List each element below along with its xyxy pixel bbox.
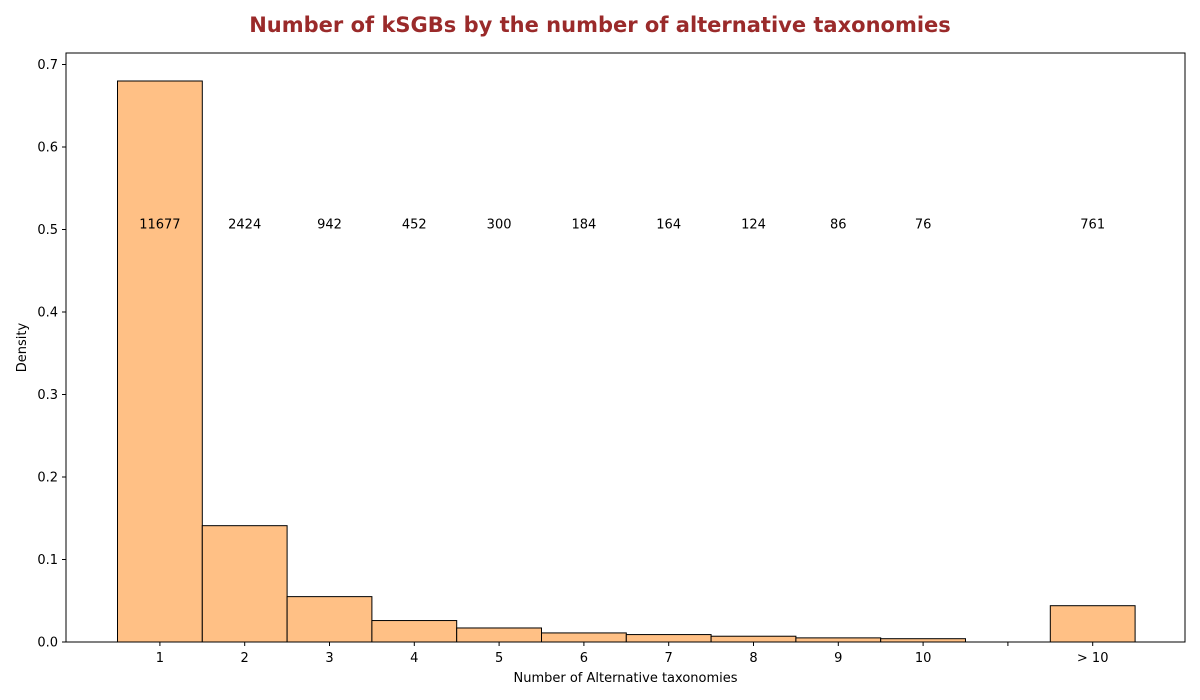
y-tick-label: 0.5 [37,223,58,238]
x-tick-label: 5 [495,651,503,666]
x-tick-label: 8 [749,651,757,666]
bar [286,596,373,643]
count-label: 452 [402,218,427,233]
count-label: 761 [1080,218,1105,233]
bar [117,80,203,643]
plot-frame [65,52,1186,643]
x-tick-label: 9 [834,651,842,666]
count-label: 11677 [139,218,180,233]
x-tick-label: 4 [410,651,418,666]
x-tick-label: 1 [156,651,164,666]
bar [541,632,627,643]
count-label: 124 [741,218,766,233]
bar [371,620,458,643]
x-tick-label: 6 [580,651,588,666]
chart-title: Number of kSGBs by the number of alterna… [249,13,951,37]
count-label: 942 [317,218,342,233]
bar [201,525,288,643]
y-tick-label: 0.3 [37,388,58,403]
x-axis-label: Number of Alternative taxonomies [513,671,737,686]
count-label: 300 [487,218,512,233]
count-label: 76 [915,218,932,233]
bar [625,634,712,643]
x-axis-ticks: 1 2 3 4 5 6 7 8 9 10 > 10 [156,642,1109,666]
bar [1049,605,1136,643]
x-tick-label: 3 [325,651,333,666]
y-tick-label: 0.1 [37,553,58,568]
count-label: 184 [571,218,596,233]
x-tick-label: 10 [915,651,932,666]
count-labels: 11677 2424 942 452 300 184 164 124 86 76 761 [139,218,1105,233]
x-tick-label: 2 [241,651,249,666]
x-tick-label: 7 [665,651,673,666]
bar [456,627,543,643]
count-label: 164 [656,218,681,233]
y-axis-ticks: 0.0 0.1 0.2 0.3 0.4 0.5 0.6 0.7 [37,58,66,651]
bar [795,637,882,643]
count-label: 2424 [228,218,261,233]
y-tick-label: 0.0 [37,636,58,651]
bar [710,635,797,643]
x-tick-label: > 10 [1077,651,1109,666]
y-tick-label: 0.6 [37,141,58,156]
y-tick-label: 0.7 [37,58,58,73]
count-label: 86 [830,218,847,233]
bars-layer [117,80,1136,643]
y-tick-label: 0.4 [37,306,58,321]
y-axis-label: Density [15,322,30,372]
y-tick-label: 0.2 [37,471,58,486]
